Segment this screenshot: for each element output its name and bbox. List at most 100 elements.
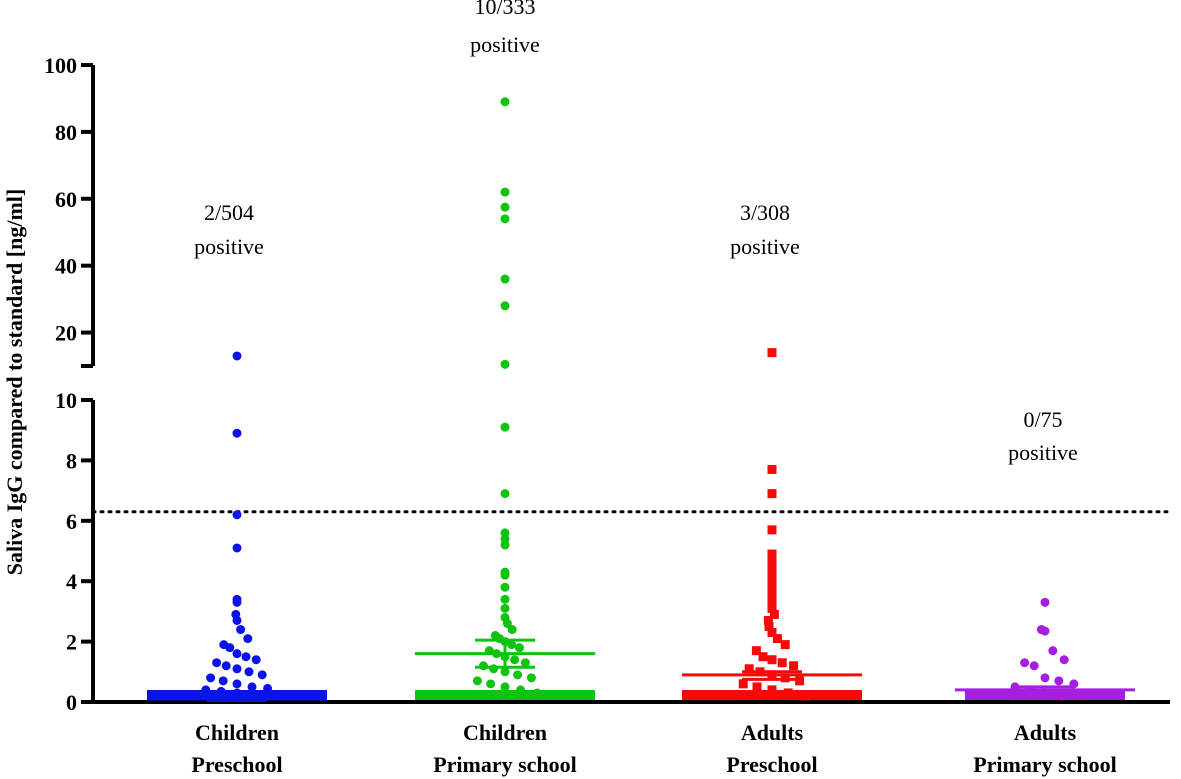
data-point	[763, 615, 773, 625]
y-tick-label: 4	[66, 569, 77, 594]
data-point	[232, 597, 242, 607]
x-category-sublabel: Preschool	[191, 752, 282, 777]
data-point	[772, 634, 782, 644]
data-point	[489, 664, 499, 674]
x-category-sublabel: Primary school	[433, 752, 577, 777]
data-point	[221, 661, 231, 671]
data-point	[502, 618, 512, 628]
data-point	[225, 643, 235, 653]
data-point	[751, 646, 761, 656]
data-point	[232, 649, 242, 659]
x-category-label: Children	[463, 720, 547, 745]
data-point	[478, 661, 488, 671]
data-point	[472, 676, 482, 686]
data-point	[500, 603, 510, 613]
data-point	[500, 97, 510, 107]
data-point	[257, 670, 267, 680]
positive-word-annotation: positive	[1008, 440, 1078, 465]
data-point	[232, 615, 242, 625]
data-point	[500, 594, 510, 604]
y-tick-label: 6	[66, 509, 77, 534]
data-point	[232, 543, 242, 553]
data-point	[507, 640, 517, 650]
data-point	[263, 683, 273, 693]
y-tick-label: 8	[66, 448, 77, 473]
data-point	[767, 628, 777, 638]
positive-word-annotation: positive	[730, 234, 800, 259]
data-point	[241, 652, 251, 662]
data-point	[243, 634, 253, 644]
x-category-label: Adults	[1014, 720, 1077, 745]
x-category-sublabel: Preschool	[726, 752, 817, 777]
data-point	[1059, 655, 1069, 665]
labels: Children Preschool Children Primary school A…	[191, 0, 1116, 777]
data-point	[232, 664, 242, 674]
data-point	[767, 591, 777, 601]
y-tick-label: 100	[44, 53, 77, 78]
data-point	[738, 679, 748, 689]
data-point	[1029, 661, 1039, 671]
data-point	[801, 691, 811, 701]
data-point	[767, 464, 777, 474]
data-point	[764, 622, 774, 631]
data-point	[516, 685, 526, 695]
data-point	[767, 555, 777, 565]
positive-count-annotation: 10/333	[474, 0, 535, 19]
y-tick-label: 20	[55, 321, 77, 346]
positive-count-annotation: 3/308	[740, 200, 790, 225]
data-point	[500, 540, 510, 550]
data-point	[767, 579, 777, 589]
data-point	[1040, 626, 1050, 636]
data-point	[247, 682, 257, 692]
data-point	[500, 682, 510, 692]
positive-count-annotation: 0/75	[1023, 407, 1062, 432]
data-point	[752, 682, 762, 692]
y-tick-label: 60	[55, 187, 77, 212]
data-point	[1040, 673, 1050, 683]
data-point	[1040, 597, 1050, 607]
y-tick-label: 40	[55, 254, 77, 279]
data-point	[232, 351, 242, 361]
data-point	[514, 643, 524, 653]
baseline-band	[682, 690, 862, 700]
data-point	[767, 685, 777, 695]
data-point	[777, 658, 787, 668]
data-point	[500, 667, 510, 677]
data-point	[1048, 646, 1058, 656]
data-point	[251, 655, 261, 665]
data-point	[767, 567, 777, 577]
data-point	[486, 679, 496, 689]
positive-count-annotation: 2/504	[204, 200, 254, 225]
data-point	[767, 525, 777, 535]
y-tick-label: 2	[66, 630, 77, 655]
data-point	[510, 655, 520, 665]
data-point	[780, 640, 790, 650]
positive-word-annotation: positive	[194, 234, 264, 259]
data-point	[767, 348, 777, 358]
data-point	[500, 274, 510, 284]
data-point	[767, 603, 777, 613]
data-point	[236, 625, 246, 635]
data-point	[780, 673, 790, 683]
y-tick-label: 10	[55, 388, 77, 413]
y-tick-label: 80	[55, 120, 77, 145]
positive-word-annotation: positive	[470, 32, 540, 57]
data-point	[783, 688, 793, 698]
data-point	[795, 676, 805, 686]
data-point	[526, 673, 536, 683]
data-point	[532, 688, 542, 698]
data-point	[767, 585, 777, 595]
data-point	[767, 655, 777, 665]
y-tick-label: 0	[66, 690, 77, 715]
data-point	[500, 570, 510, 580]
data-point	[212, 658, 222, 668]
data-point	[767, 573, 777, 583]
data-point	[500, 214, 510, 224]
axes: 0 2 4 6 8 10 20 40 60 80 100	[44, 53, 1172, 715]
data-point	[744, 664, 754, 674]
data-point	[767, 561, 777, 571]
x-category-label: Children	[195, 720, 279, 745]
data-point	[500, 582, 510, 592]
data-point	[758, 652, 768, 662]
